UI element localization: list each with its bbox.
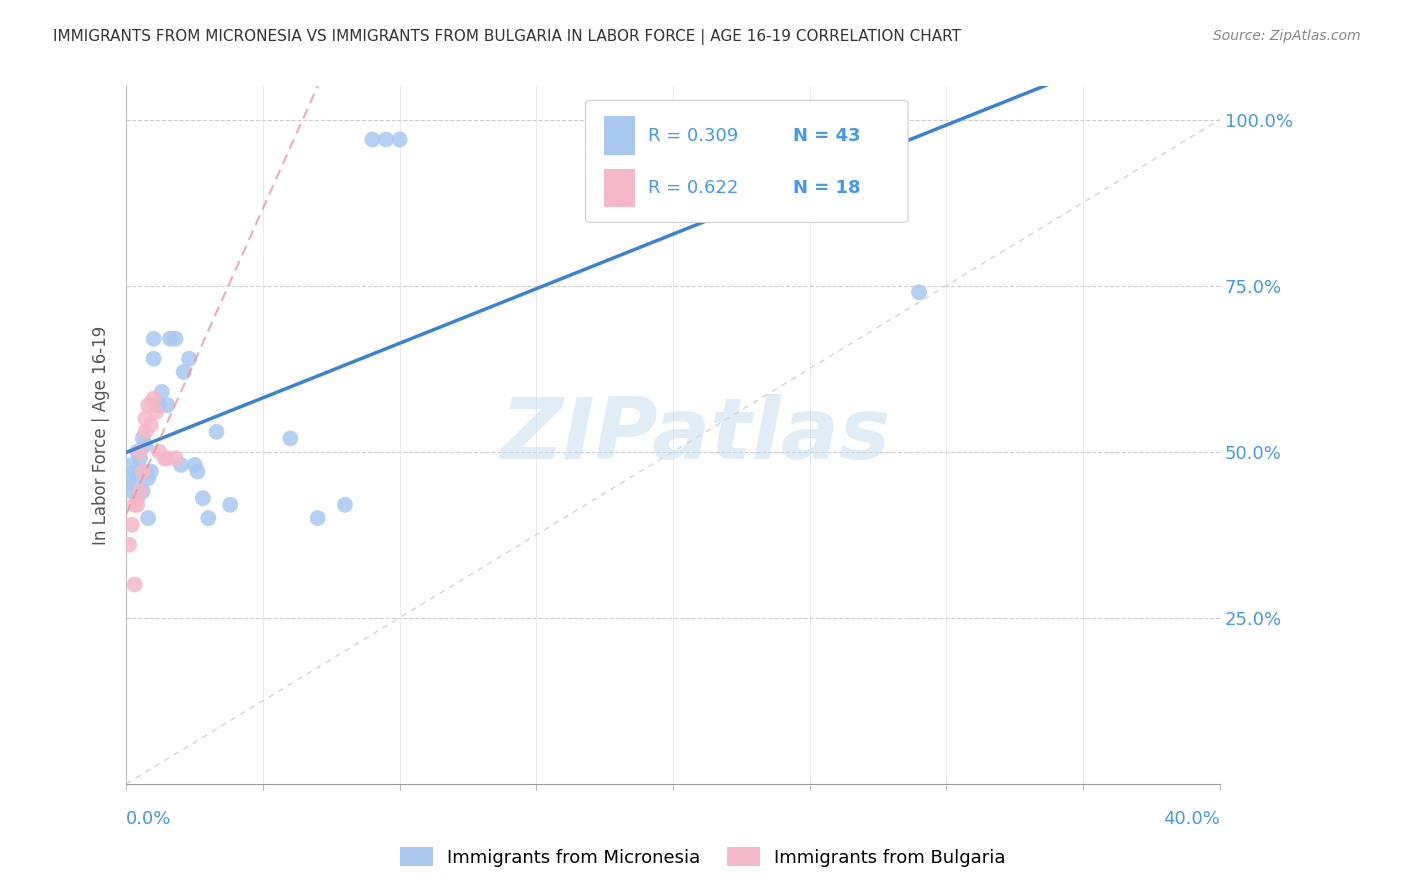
Text: IMMIGRANTS FROM MICRONESIA VS IMMIGRANTS FROM BULGARIA IN LABOR FORCE | AGE 16-1: IMMIGRANTS FROM MICRONESIA VS IMMIGRANTS… (53, 29, 962, 45)
Point (134, 465, 156, 479)
Text: Source: ZipAtlas.com: Source: ZipAtlas.com (1213, 29, 1361, 43)
Point (388, 132, 411, 146)
Point (880, 132, 903, 146)
Point (159, 332, 181, 346)
Point (197, 511, 219, 525)
FancyBboxPatch shape (585, 100, 908, 222)
Point (129, 444, 152, 458)
Point (131, 484, 153, 499)
Point (191, 491, 214, 505)
Point (165, 451, 187, 466)
Point (134, 425, 156, 439)
Y-axis label: In Labor Force | Age 16-19: In Labor Force | Age 16-19 (93, 326, 110, 545)
Point (129, 451, 152, 466)
Point (124, 577, 146, 591)
Point (186, 465, 208, 479)
Point (908, 285, 931, 300)
Point (139, 418, 162, 433)
Text: 0.0%: 0.0% (127, 810, 172, 829)
Point (134, 411, 156, 425)
Point (124, 498, 146, 512)
Point (136, 511, 159, 525)
Text: N = 43: N = 43 (793, 127, 860, 145)
Point (145, 398, 167, 412)
Point (148, 444, 170, 458)
Point (150, 384, 173, 399)
Point (278, 431, 301, 445)
Text: R = 0.309: R = 0.309 (648, 127, 738, 145)
Point (142, 351, 165, 366)
Point (170, 458, 193, 472)
Point (127, 444, 149, 458)
Point (825, 132, 848, 146)
Point (165, 332, 187, 346)
Point (156, 398, 179, 412)
Point (124, 465, 146, 479)
Point (118, 471, 141, 485)
FancyBboxPatch shape (605, 116, 634, 154)
Legend: Immigrants from Micronesia, Immigrants from Bulgaria: Immigrants from Micronesia, Immigrants f… (392, 840, 1014, 874)
Point (121, 484, 143, 499)
Point (183, 458, 205, 472)
Point (136, 471, 159, 485)
Point (134, 438, 156, 452)
Point (127, 498, 149, 512)
Point (145, 405, 167, 419)
Point (173, 365, 195, 379)
Point (118, 538, 141, 552)
Point (333, 498, 356, 512)
Point (139, 465, 162, 479)
FancyBboxPatch shape (605, 169, 634, 207)
Point (148, 398, 170, 412)
Point (127, 491, 149, 505)
Point (142, 332, 165, 346)
Point (156, 451, 179, 466)
Point (121, 517, 143, 532)
Point (124, 478, 146, 492)
Text: 40.0%: 40.0% (1163, 810, 1220, 829)
Point (853, 132, 876, 146)
Point (219, 498, 242, 512)
Point (131, 465, 153, 479)
Point (153, 451, 176, 466)
Point (375, 132, 398, 146)
Point (179, 351, 201, 366)
Point (131, 431, 153, 445)
Text: ZIPatlas: ZIPatlas (499, 393, 890, 476)
Point (121, 458, 143, 472)
Point (129, 484, 152, 499)
Point (205, 425, 228, 439)
Point (129, 465, 152, 479)
Text: R = 0.622: R = 0.622 (648, 178, 738, 197)
Point (307, 511, 329, 525)
Point (136, 398, 159, 412)
Point (142, 392, 165, 406)
Point (361, 132, 384, 146)
Text: N = 18: N = 18 (793, 178, 860, 197)
